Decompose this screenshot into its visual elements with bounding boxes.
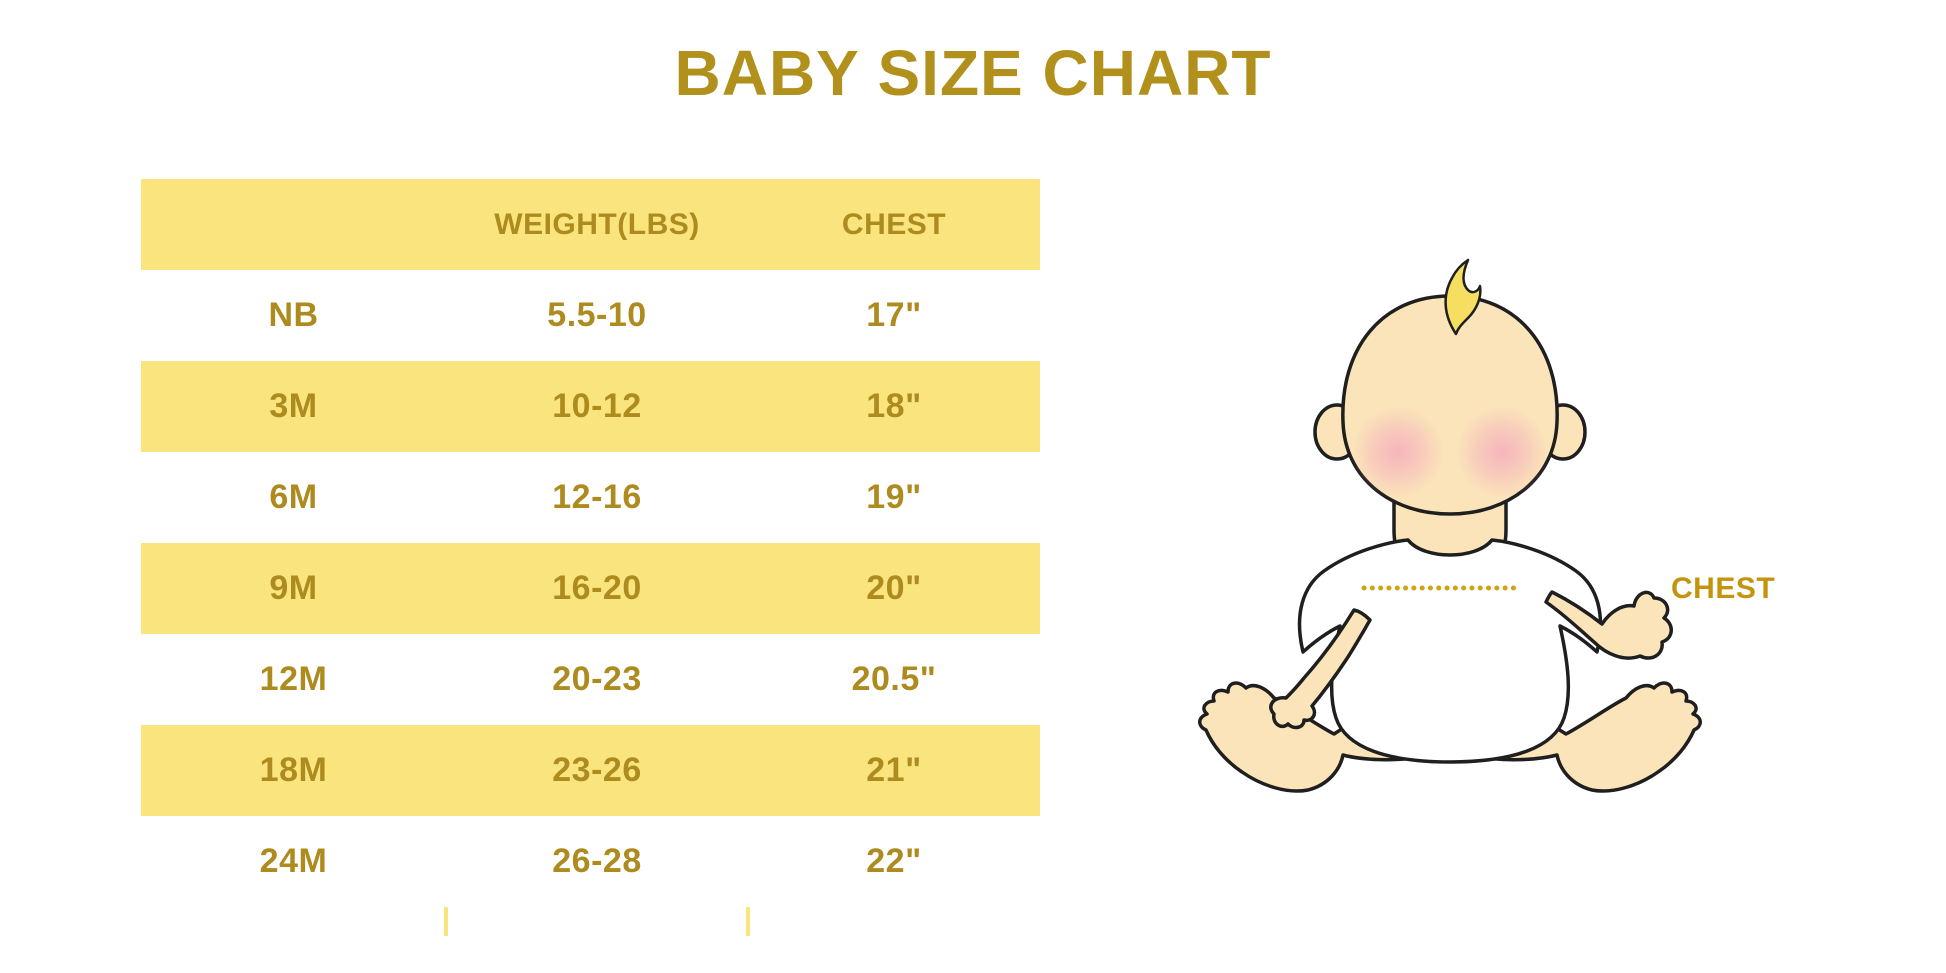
baby-blush-right [1456, 406, 1548, 498]
baby-arm-left [1269, 608, 1372, 730]
table-header-row: WEIGHT(LBS) CHEST [141, 179, 1040, 270]
chest-label: CHEST [1671, 572, 1776, 605]
cell-weight: 5.5-10 [547, 296, 647, 334]
cell-chest: 22" [866, 842, 922, 880]
page-title: BABY SIZE CHART [674, 37, 1272, 109]
cell-size: 9M [269, 569, 318, 607]
table-row: 6M 12-16 19" [141, 452, 1040, 543]
cell-chest: 19" [866, 478, 922, 516]
cell-chest: 17" [866, 296, 922, 334]
cell-size: 24M [259, 842, 328, 880]
cell-weight: 16-20 [552, 569, 642, 607]
baby-illustration [1198, 258, 1702, 793]
baby-arm-right [1544, 590, 1673, 660]
cell-size: 3M [269, 387, 318, 425]
header-cell-weight: WEIGHT(LBS) [494, 207, 700, 241]
header-cell-size [141, 179, 446, 270]
table-row: NB 5.5-10 17" [141, 270, 1040, 361]
cell-chest: 21" [866, 751, 922, 789]
size-table: WEIGHT(LBS) CHEST NB 5.5-10 17" 3M 10-12… [141, 179, 1040, 907]
cell-weight: 20-23 [552, 660, 642, 698]
table-row: 12M 20-23 20.5" [141, 634, 1040, 725]
table-row: 24M 26-28 22" [141, 816, 1040, 907]
cell-weight: 12-16 [552, 478, 642, 516]
cell-size: NB [268, 296, 319, 334]
cell-chest: 20.5" [851, 660, 937, 698]
baby-shirt [1297, 538, 1603, 764]
baby-leg-right [1462, 681, 1702, 793]
table-row: 18M 23-26 21" [141, 725, 1040, 816]
cell-size: 6M [269, 478, 318, 516]
cell-chest: 20" [866, 569, 922, 607]
cell-size: 12M [259, 660, 328, 698]
table-row: 3M 10-12 18" [141, 361, 1040, 452]
cell-size: 18M [259, 751, 328, 789]
cell-chest: 18" [866, 387, 922, 425]
cell-weight: 23-26 [552, 751, 642, 789]
baby-blush-left [1352, 406, 1444, 498]
cell-weight: 10-12 [552, 387, 642, 425]
table-row: 9M 16-20 20" [141, 543, 1040, 634]
baby-hair-curl [1444, 258, 1482, 336]
cell-weight: 26-28 [552, 842, 642, 880]
header-cell-chest: CHEST [841, 207, 947, 241]
